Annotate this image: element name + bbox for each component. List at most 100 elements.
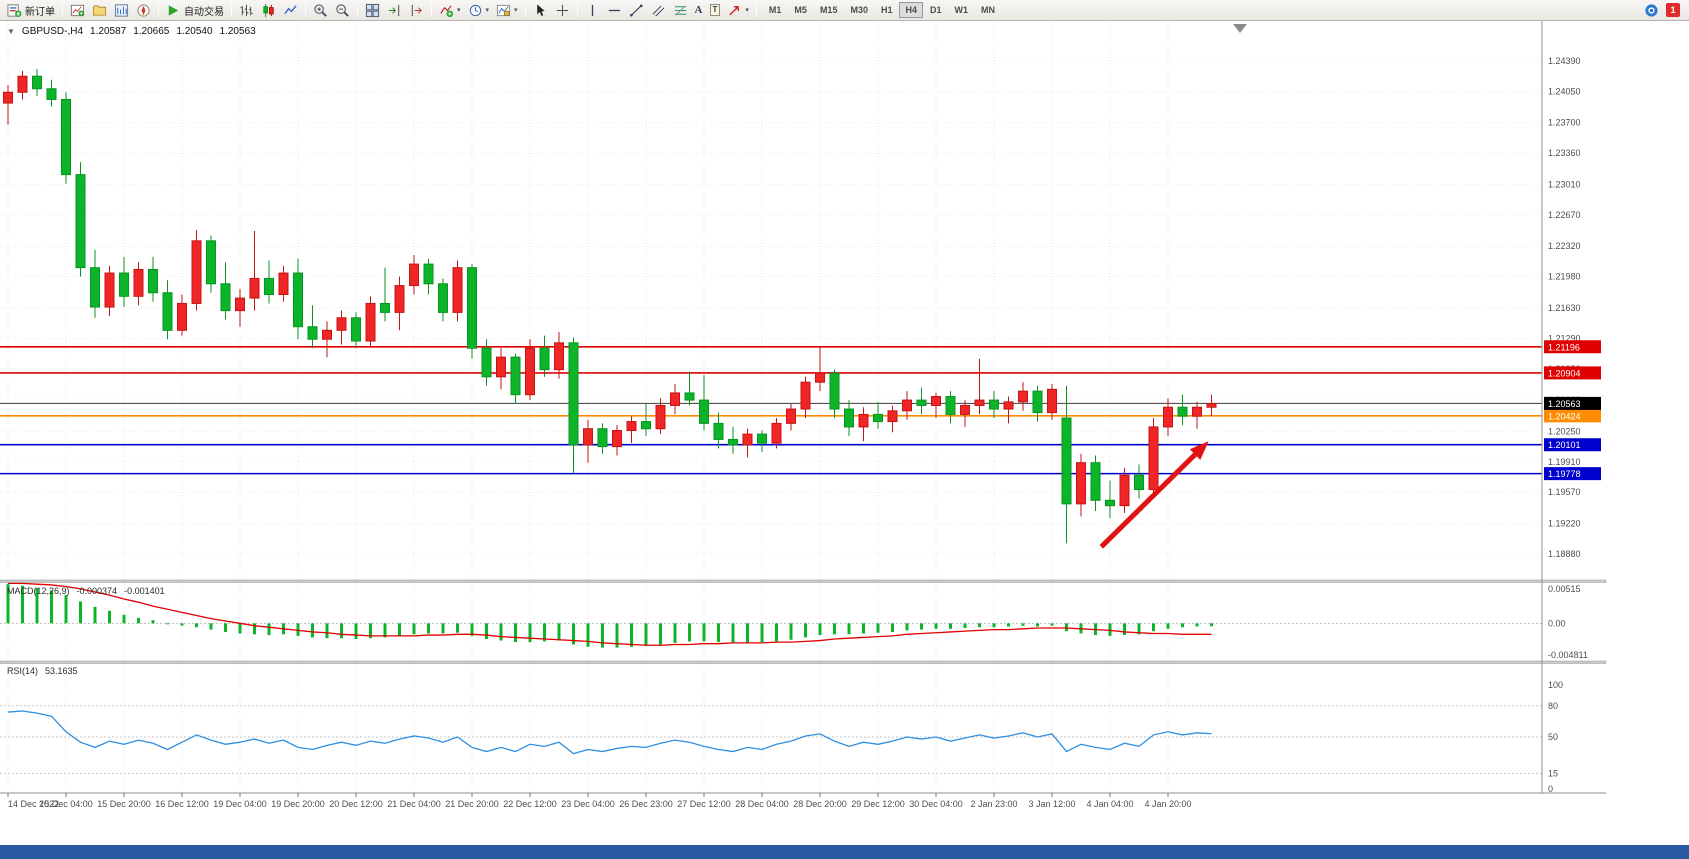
bull-candle: [902, 399, 912, 412]
svg-text:1.21290: 1.21290: [1548, 333, 1581, 343]
fibonacci-tool-button[interactable]: [670, 1, 691, 19]
candlestick-chart-button[interactable]: [258, 1, 279, 19]
bull-candle: [1206, 403, 1217, 408]
auto-trading-label: 自动交易: [184, 6, 224, 18]
zoom-in-button[interactable]: [310, 1, 331, 19]
svg-text:0.00515: 0.00515: [1548, 584, 1581, 594]
bear-candle: [220, 283, 231, 312]
timeframe-button-h1[interactable]: H1: [875, 2, 899, 18]
bear-candle: [568, 342, 579, 446]
auto-scroll-button[interactable]: [384, 1, 405, 19]
trend-arrow-annotation[interactable]: [1099, 441, 1209, 549]
market-watch-button[interactable]: [111, 1, 132, 19]
bull-candle: [394, 285, 405, 313]
timeframe-button-m5[interactable]: M5: [788, 2, 813, 18]
macd-histogram-bar: [1007, 623, 1010, 627]
bar-chart-button[interactable]: [236, 1, 257, 19]
macd-histogram-bar: [688, 623, 691, 642]
chart-shift-marker[interactable]: [1233, 24, 1247, 33]
bear-candle: [148, 268, 158, 294]
bull-candle: [887, 410, 898, 423]
bear-candle: [307, 326, 318, 340]
rsi-pane: [0, 705, 1542, 774]
toolbar-separator: [231, 3, 232, 17]
macd-histogram-bar: [412, 623, 416, 635]
one-click-trading-icon[interactable]: ▼: [7, 27, 15, 36]
macd-histogram-bar: [673, 623, 677, 643]
bull-candle: [452, 267, 463, 313]
timeframe-button-mn[interactable]: MN: [975, 2, 1001, 18]
timeframe-button-m30[interactable]: M30: [844, 2, 874, 18]
channel-tool-button[interactable]: [648, 1, 669, 19]
zoom-in-icon: [314, 3, 327, 17]
macd-histogram-bar: [717, 623, 720, 643]
timeframe-button-h4[interactable]: H4: [899, 2, 923, 18]
grid-layer: [0, 21, 1542, 793]
tile-windows-button[interactable]: [362, 1, 383, 19]
bear-candle: [162, 292, 173, 331]
macd-histogram-bar: [35, 588, 39, 624]
main-toolbar: 新订单 自动交易 ▾ ▾ ▾: [0, 0, 1689, 21]
bull-candle: [742, 433, 753, 446]
notification-badge[interactable]: 1: [1666, 3, 1680, 17]
label-tool-button[interactable]: T: [707, 1, 724, 19]
indicators-button[interactable]: ▾: [436, 1, 464, 19]
svg-text:1.19570: 1.19570: [1548, 487, 1581, 497]
line-chart-button[interactable]: [280, 1, 301, 19]
price-axis[interactable]: 1.24390 1.24050 1.23700 1.23360 1.23010 1.226…: [1544, 56, 1601, 794]
pane-separator[interactable]: [0, 579, 1607, 583]
profiles-button[interactable]: [89, 1, 110, 19]
cursor-button[interactable]: [530, 1, 551, 19]
periods-button[interactable]: ▾: [465, 1, 493, 19]
horizontal-line-tool-button[interactable]: [604, 1, 625, 19]
macd-histogram-bar: [572, 623, 575, 645]
toolbar-separator: [576, 3, 578, 17]
bull-candle: [1047, 388, 1057, 414]
svg-text:1.21196: 1.21196: [1548, 342, 1580, 352]
svg-text:1.18880: 1.18880: [1548, 549, 1581, 559]
crosshair-button[interactable]: [552, 1, 573, 19]
bear-candle: [423, 263, 434, 285]
timeframe-button-d1[interactable]: D1: [924, 2, 948, 18]
text-tool-button[interactable]: A: [692, 1, 706, 19]
community-button[interactable]: [1641, 1, 1662, 19]
vertical-line-tool-button[interactable]: [582, 1, 603, 19]
toolbar-separator: [755, 3, 757, 17]
macd-histogram-bar: [50, 590, 53, 624]
svg-text:0.00: 0.00: [1548, 618, 1566, 628]
timeframe-button-m1[interactable]: M1: [763, 2, 788, 18]
price-tag: [1544, 409, 1601, 423]
indicators-icon: [440, 5, 454, 17]
svg-text:15: 15: [1548, 768, 1558, 778]
bear-candle: [438, 283, 448, 313]
macd-histogram-bar: [93, 606, 97, 624]
macd-histogram-bar: [21, 585, 24, 624]
timeframe-button-m15[interactable]: M15: [814, 2, 844, 18]
bear-candle: [1105, 499, 1115, 507]
new-chart-button[interactable]: [67, 1, 88, 19]
arrows-tool-button[interactable]: ▾: [724, 1, 752, 19]
rsi-value: 53.1635: [45, 666, 78, 676]
macd-histogram-bar: [1065, 623, 1068, 632]
bear-candle: [945, 396, 956, 415]
bull-candle: [133, 268, 144, 297]
macd-histogram-bar: [325, 623, 329, 639]
chart-canvas[interactable]: 1.24390 1.24050 1.23700 1.23360 1.23010 1.226…: [0, 21, 1689, 821]
new-order-button[interactable]: 新订单: [4, 1, 58, 19]
chart-shift-button[interactable]: [406, 1, 427, 19]
bear-candle: [90, 267, 100, 308]
bull-candle: [177, 302, 187, 331]
timeframe-button-w1[interactable]: W1: [949, 2, 975, 18]
templates-button[interactable]: ▾: [493, 1, 521, 19]
pane-separator[interactable]: [0, 660, 1607, 664]
bear-candle: [844, 408, 854, 428]
svg-text:1.22670: 1.22670: [1548, 210, 1581, 220]
macd-histogram-bar: [137, 617, 140, 624]
trendline-tool-button[interactable]: [626, 1, 647, 19]
auto-trading-button[interactable]: 自动交易: [163, 1, 227, 19]
chevron-down-icon: ▾: [457, 6, 461, 14]
zoom-out-button[interactable]: [332, 1, 353, 19]
navigator-button[interactable]: [133, 1, 154, 19]
price-level-lines[interactable]: [0, 345, 1542, 475]
